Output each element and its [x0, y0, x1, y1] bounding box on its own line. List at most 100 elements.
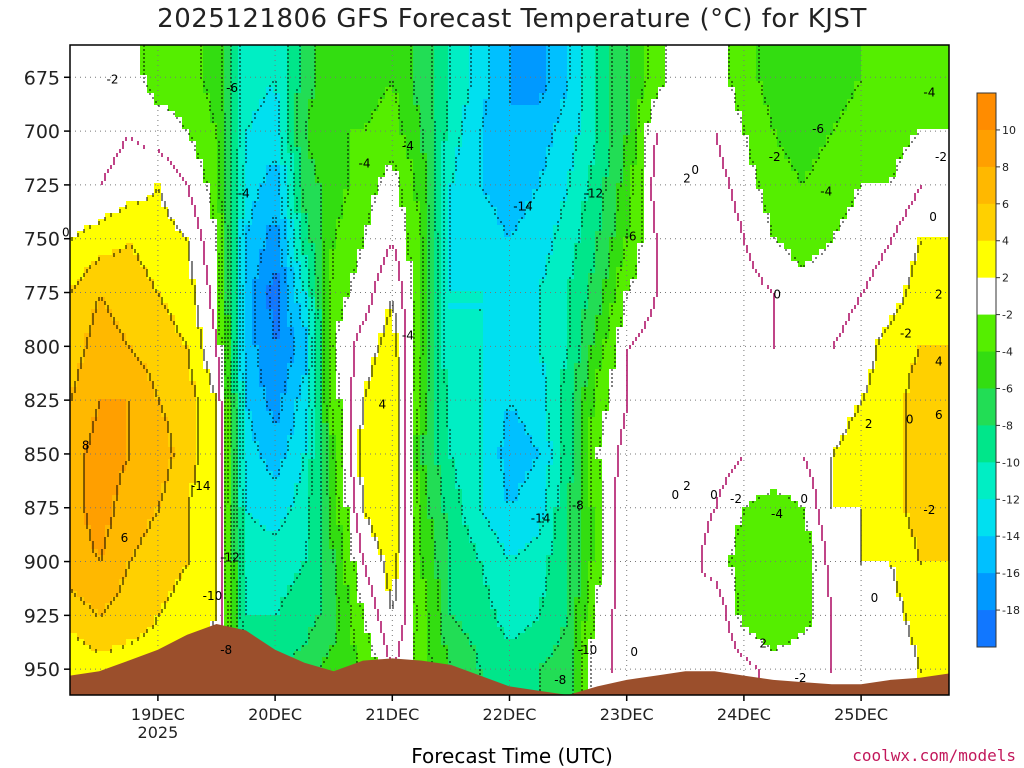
temperature-cell: [336, 255, 344, 262]
temperature-cell: [252, 303, 260, 310]
temperature-cell: [357, 579, 365, 586]
temperature-cell: [294, 309, 302, 316]
temperature-cell: [147, 105, 155, 112]
temperature-cell: [140, 423, 148, 430]
temperature-cell: [301, 159, 309, 166]
temperature-cell: [357, 477, 365, 484]
temperature-cell: [91, 627, 99, 634]
temperature-cell: [301, 459, 309, 466]
temperature-cell: [133, 57, 141, 64]
temperature-cell: [84, 513, 92, 520]
temperature-cell: [322, 435, 330, 442]
temperature-cell: [385, 267, 393, 274]
temperature-cell: [91, 561, 99, 568]
temperature-cell: [189, 501, 197, 508]
temperature-cell: [154, 153, 162, 160]
temperature-cell: [329, 135, 337, 142]
temperature-cell: [189, 507, 197, 514]
temperature-cell: [329, 237, 337, 244]
temperature-cell: [259, 183, 267, 190]
temperature-cell: [147, 219, 155, 226]
temperature-cell: [77, 147, 85, 154]
temperature-cell: [357, 285, 365, 292]
temperature-cell: [161, 615, 169, 622]
temperature-cell: [322, 87, 330, 94]
temperature-cell: [168, 381, 176, 388]
temperature-cell: [273, 453, 281, 460]
temperature-cell: [273, 489, 281, 496]
temperature-cell: [217, 429, 225, 436]
temperature-cell: [189, 315, 197, 322]
temperature-cell: [336, 141, 344, 148]
temperature-cell: [224, 165, 232, 172]
temperature-cell: [91, 231, 99, 238]
temperature-cell: [357, 441, 365, 448]
temperature-cell: [147, 51, 155, 58]
temperature-cell: [280, 471, 288, 478]
temperature-cell: [224, 567, 232, 574]
temperature-cell: [287, 645, 295, 652]
temperature-cell: [364, 405, 372, 412]
temperature-cell: [294, 171, 302, 178]
temperature-cell: [175, 453, 183, 460]
temperature-cell: [336, 285, 344, 292]
temperature-cell: [210, 339, 218, 346]
temperature-cell: [280, 387, 288, 394]
temperature-cell: [294, 315, 302, 322]
temperature-cell: [182, 297, 190, 304]
temperature-cell: [84, 633, 92, 640]
temperature-cell: [126, 441, 134, 448]
temperature-cell: [259, 135, 267, 142]
temperature-cell: [385, 177, 393, 184]
temperature-cell: [350, 411, 358, 418]
temperature-cell: [287, 423, 295, 430]
temperature-cell: [294, 519, 302, 526]
temperature-cell: [322, 135, 330, 142]
temperature-cell: [231, 453, 239, 460]
temperature-cell: [343, 585, 351, 592]
temperature-cell: [119, 237, 127, 244]
temperature-cell: [350, 435, 358, 442]
temperature-cell: [140, 435, 148, 442]
temperature-cell: [273, 303, 281, 310]
temperature-cell: [329, 327, 337, 334]
temperature-cell: [315, 579, 323, 586]
temperature-cell: [126, 573, 134, 580]
temperature-cell: [133, 483, 141, 490]
temperature-cell: [91, 45, 99, 52]
temperature-cell: [112, 81, 120, 88]
temperature-cell: [189, 597, 197, 604]
temperature-cell: [98, 117, 106, 124]
temperature-cell: [161, 243, 169, 250]
temperature-cell: [245, 399, 253, 406]
temperature-cell: [133, 351, 141, 358]
temperature-cell: [196, 51, 204, 58]
temperature-cell: [343, 651, 351, 658]
temperature-cell: [252, 621, 260, 628]
temperature-cell: [119, 501, 127, 508]
temperature-cell: [322, 639, 330, 646]
temperature-cell: [161, 255, 169, 262]
temperature-cell: [357, 525, 365, 532]
temperature-cell: [210, 105, 218, 112]
temperature-cell: [259, 117, 267, 124]
temperature-cell: [238, 129, 246, 136]
temperature-cell: [385, 99, 393, 106]
temperature-cell: [238, 501, 246, 508]
temperature-cell: [273, 405, 281, 412]
temperature-cell: [119, 99, 127, 106]
temperature-cell: [322, 237, 330, 244]
temperature-cell: [168, 201, 176, 208]
temperature-cell: [322, 477, 330, 484]
temperature-cell: [266, 555, 274, 562]
temperature-cell: [70, 57, 78, 64]
temperature-cell: [70, 171, 78, 178]
temperature-cell: [147, 393, 155, 400]
temperature-cell: [70, 441, 78, 448]
temperature-cell: [189, 225, 197, 232]
temperature-cell: [322, 459, 330, 466]
temperature-cell: [329, 141, 337, 148]
temperature-cell: [168, 459, 176, 466]
temperature-cell: [119, 453, 127, 460]
temperature-cell: [280, 123, 288, 130]
